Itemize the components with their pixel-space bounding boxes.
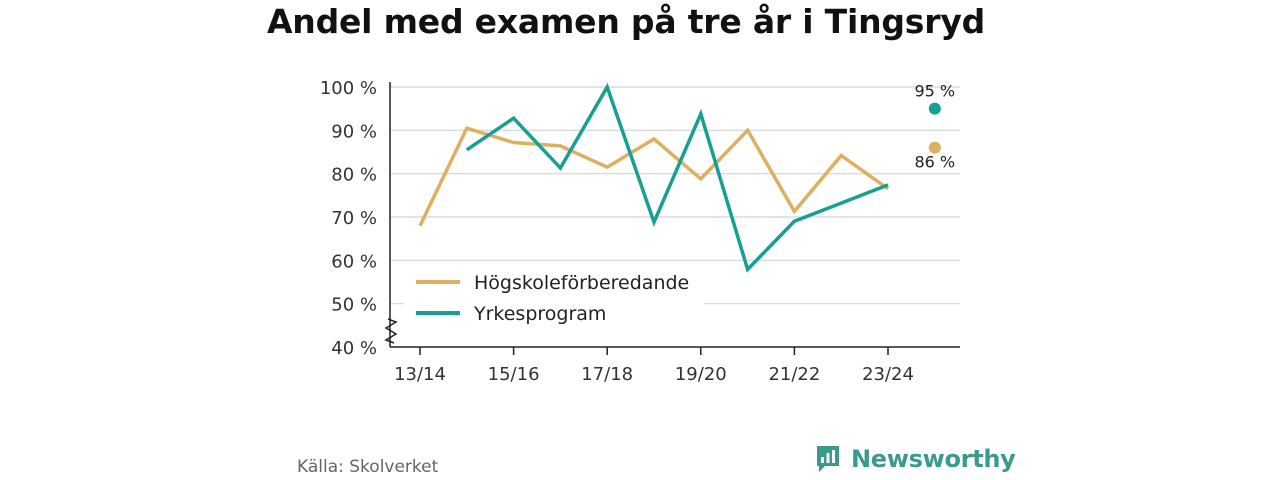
y-tick-label: 90 % [331,121,377,142]
y-tick-label: 60 % [331,251,377,272]
y-tick-label: 100 % [320,78,377,99]
y-tick-label: 70 % [331,208,377,229]
series-end-point-1 [928,141,941,154]
brand-name: Newsworthy [851,445,1016,473]
legend-label-1: Högskoleförberedande [474,272,689,294]
newsworthy-logo-icon [817,446,839,472]
series-line-2 [465,82,889,273]
axis-break-icon [384,318,398,344]
legend-box [404,266,704,330]
series-line-1 [418,126,890,227]
source-note: Källa: Skolverket [297,457,439,477]
brand-logo: Newsworthy [815,444,1016,474]
x-tick-label: 21/22 [768,364,820,385]
series-end-label-2: 95 % [914,82,955,101]
series-end-label-1: 86 % [914,153,955,172]
y-tick-label: 50 % [331,295,377,316]
series-end-point-2 [928,102,941,115]
chart-title: Andel med examen på tre år i Tingsryd [266,2,986,41]
x-tick-label: 23/24 [862,364,914,385]
y-tick-label: 40 % [331,338,377,359]
x-tick-label: 19/20 [675,364,727,385]
x-tick-label: 17/18 [581,364,633,385]
x-tick-label: 13/14 [394,364,446,385]
x-tick-label: 15/16 [488,364,540,385]
y-tick-label: 80 % [331,165,377,186]
legend-label-2: Yrkesprogram [473,303,606,325]
